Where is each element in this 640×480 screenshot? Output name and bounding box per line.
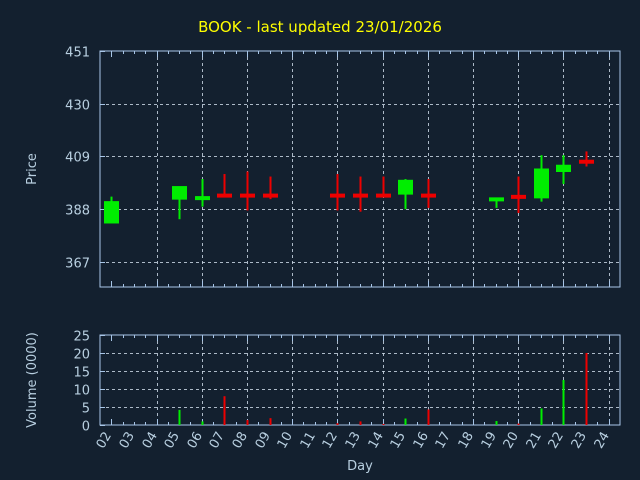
x-tick-label-group: 19 (479, 430, 500, 452)
x-tick-label: 19 (479, 430, 500, 452)
x-tick-label-group: 24 (592, 430, 613, 452)
candle-body (330, 193, 345, 198)
x-tick-label: 17 (433, 430, 454, 452)
price-tick-label: 388 (65, 204, 90, 219)
candle-09 (263, 176, 278, 200)
candle-22 (556, 155, 571, 185)
volume-axis-title-group: Volume (0000) (25, 332, 40, 428)
x-tick-label: 20 (501, 430, 522, 452)
x-tick-label-group: 22 (546, 430, 567, 452)
x-tick-label-group: 23 (569, 430, 590, 452)
x-tick-label: 21 (524, 430, 545, 452)
x-tick-label: 24 (592, 430, 613, 452)
x-tick-label-group: 10 (275, 430, 296, 452)
price-axis-title-group: Price (25, 153, 40, 185)
candle-05 (172, 186, 187, 220)
x-tick-label-group: 11 (298, 430, 319, 452)
candle-19 (489, 197, 504, 208)
volume-tick-label: 20 (73, 348, 90, 363)
candle-07 (217, 174, 232, 198)
volume-axis-title: Volume (0000) (25, 332, 40, 428)
candle-16 (421, 179, 436, 208)
candle-body (421, 193, 436, 198)
x-tick-label-group: 07 (207, 430, 228, 452)
x-tick-label: 23 (569, 430, 590, 452)
x-tick-label: 07 (207, 430, 228, 452)
x-tick-label: 22 (546, 430, 567, 452)
x-axis-title: Day (347, 459, 373, 474)
candle-body (511, 194, 526, 199)
candle-body (240, 193, 255, 198)
price-tick-label: 367 (65, 257, 90, 272)
candle-body (104, 201, 119, 224)
candle-02 (104, 196, 119, 224)
x-tick-label: 12 (320, 430, 341, 452)
volume-tick-label: 0 (82, 420, 90, 435)
x-tick-label: 09 (253, 430, 274, 452)
candle-body (263, 193, 278, 198)
x-tick-label: 15 (388, 430, 409, 452)
volume-tick-label: 25 (73, 330, 90, 345)
x-tick-label: 16 (411, 430, 432, 452)
candle-23 (579, 151, 594, 167)
x-tick-label-group: 04 (140, 430, 161, 452)
x-tick-label-group: 02 (94, 430, 115, 452)
x-tick-label: 02 (94, 430, 115, 452)
x-tick-label: 04 (140, 430, 161, 452)
x-tick-label-group: 03 (117, 430, 138, 452)
x-tick-label-group: 05 (162, 430, 183, 452)
volume-tick-label: 5 (82, 402, 90, 417)
candle-body (217, 193, 232, 198)
x-tick-label: 14 (366, 430, 387, 452)
candle-body (579, 159, 594, 164)
x-tick-label-group: 18 (456, 430, 477, 452)
x-tick-label-group: 17 (433, 430, 454, 452)
candle-body (353, 193, 368, 198)
volume-tick-label: 15 (73, 366, 90, 381)
x-tick-label: 03 (117, 430, 138, 452)
candle-15 (398, 179, 413, 210)
x-tick-label: 10 (275, 430, 296, 452)
x-tick-label: 08 (230, 430, 251, 452)
candle-13 (353, 176, 368, 212)
x-tick-label-group: 13 (343, 430, 364, 452)
candle-14 (376, 176, 391, 198)
x-tick-label-group: 20 (501, 430, 522, 452)
price-axis-title: Price (25, 153, 40, 185)
x-tick-label-group: 14 (366, 430, 387, 452)
chart-title: BOOK - last updated 23/01/2026 (198, 18, 442, 36)
candle-08 (240, 171, 255, 211)
candle-06 (195, 179, 210, 207)
x-tick-label-group: 12 (320, 430, 341, 452)
x-tick-label: 06 (185, 430, 206, 452)
candle-12 (330, 174, 345, 211)
x-tick-label: 11 (298, 430, 319, 452)
candle-body (556, 164, 571, 173)
candle-body (398, 179, 413, 195)
x-tick-label: 13 (343, 430, 364, 452)
x-tick-label: 18 (456, 430, 477, 452)
x-tick-label-group: 16 (411, 430, 432, 452)
candle-body (534, 168, 549, 199)
x-tick-label: 05 (162, 430, 183, 452)
price-tick-label: 451 (65, 46, 90, 61)
volume-tick-label: 10 (73, 384, 90, 399)
candle-body (195, 196, 210, 201)
price-tick-label: 430 (65, 99, 90, 114)
candle-20 (511, 176, 526, 213)
x-tick-label-group: 06 (185, 430, 206, 452)
candle-body (172, 186, 187, 200)
x-tick-label-group: 09 (253, 430, 274, 452)
price-tick-label: 409 (65, 151, 90, 166)
candle-body (376, 193, 391, 198)
x-tick-label-group: 08 (230, 430, 251, 452)
x-tick-label-group: 15 (388, 430, 409, 452)
x-tick-label-group: 21 (524, 430, 545, 452)
candle-21 (534, 155, 549, 202)
candle-body (489, 197, 504, 202)
